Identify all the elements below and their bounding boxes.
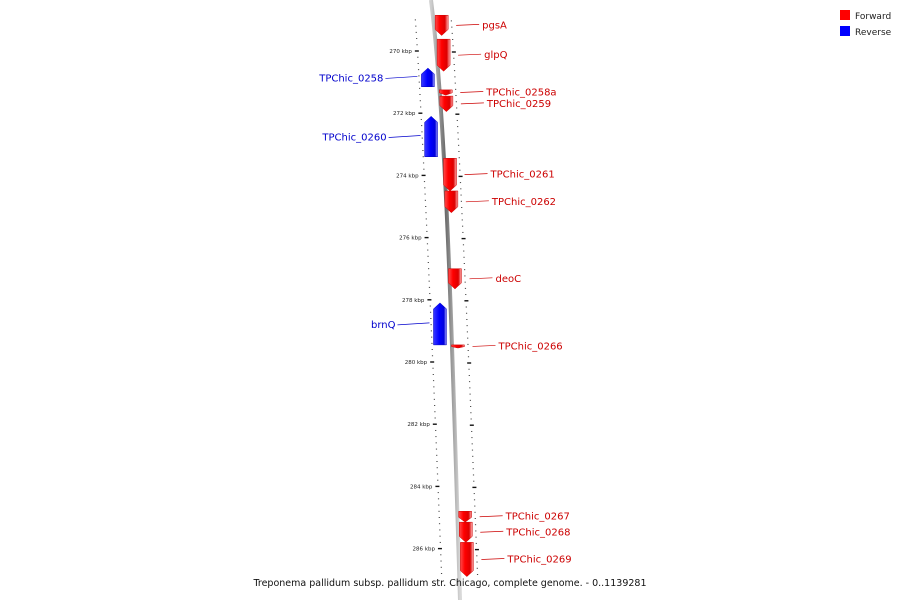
gene-TPChic_0259-arrow[interactable]	[439, 95, 454, 112]
gene-deoC-arrow[interactable]	[448, 268, 462, 290]
tick-marks: 270 kbp 272 kbp 274 kbp 276 kbp 278 kbp 280 k…	[389, 19, 479, 575]
gene-TPChic_0259-label[interactable]: TPChic_0259	[486, 99, 551, 110]
tick-label: 286 kbp	[413, 547, 436, 553]
gene-TPChic_0260-arrow[interactable]	[424, 115, 438, 157]
sequence-caption: Treponema pallidum subsp. pallidum str. …	[253, 578, 647, 589]
gene-TPChic_0269-arrow[interactable]	[460, 542, 474, 577]
gene-TPChic_0267-leader	[479, 515, 503, 518]
gene-TPChic_0269-leader	[481, 558, 505, 560]
gene-TPChic_0260-leader	[388, 135, 421, 138]
gene-TPChic_0262-arrow[interactable]	[444, 190, 459, 214]
tick-label: 280 kbp	[405, 360, 428, 366]
gene-features	[421, 14, 474, 577]
legend: Forward Reverse	[840, 10, 892, 38]
gene-pgsA-arrow[interactable]	[434, 14, 449, 36]
gene-TPChic_0258a-leader	[460, 91, 484, 93]
legend-reverse-label: Reverse	[855, 28, 892, 38]
gene-glpQ-label[interactable]: glpQ	[484, 50, 507, 61]
gene-TPChic_0262-label[interactable]: TPChic_0262	[491, 197, 556, 208]
gene-brnQ-label[interactable]: brnQ	[371, 320, 396, 331]
gene-TPChic_0259-leader	[460, 102, 484, 105]
gene-deoC-leader	[469, 277, 493, 280]
gene-TPChic_0258a-label[interactable]: TPChic_0258a	[485, 88, 556, 99]
gene-TPChic_0266-leader	[472, 345, 496, 347]
gene-deoC-label[interactable]: deoC	[495, 274, 521, 285]
legend-forward-swatch	[840, 10, 850, 20]
genome-backbone	[429, 0, 462, 600]
gene-TPChic_0261-leader	[464, 173, 488, 175]
gene-TPChic_0267-arrow[interactable]	[458, 511, 472, 523]
gene-glpQ-leader	[458, 53, 482, 56]
gene-brnQ-leader	[397, 322, 430, 326]
tick-label: 282 kbp	[407, 422, 430, 428]
tick-label: 272 kbp	[393, 111, 416, 117]
gene-TPChic_0266-arrow[interactable]	[451, 344, 465, 349]
gene-TPChic_0268-arrow[interactable]	[459, 521, 473, 543]
gene-pgsA-leader	[456, 23, 480, 26]
tick-label: 274 kbp	[396, 173, 419, 179]
gene-TPChic_0262-leader	[465, 200, 489, 203]
legend-reverse-swatch	[840, 26, 850, 36]
gene-labels: pgsAglpQTPChic_0258TPChic_0258aTPChic_02…	[318, 20, 571, 565]
tick-label: 270 kbp	[389, 49, 412, 55]
legend-forward-label: Forward	[855, 12, 891, 22]
gene-TPChic_0268-leader	[480, 530, 504, 533]
gene-TPChic_0260-label[interactable]: TPChic_0260	[321, 133, 386, 144]
gene-TPChic_0258-leader	[385, 76, 418, 79]
gene-TPChic_0261-label[interactable]: TPChic_0261	[490, 170, 555, 181]
tick-label: 284 kbp	[410, 484, 433, 490]
gene-TPChic_0258-arrow[interactable]	[421, 67, 435, 88]
gene-TPChic_0258a-arrow[interactable]	[439, 89, 453, 96]
gene-TPChic_0266-label[interactable]: TPChic_0266	[497, 341, 562, 352]
gene-TPChic_0269-label[interactable]: TPChic_0269	[506, 554, 571, 565]
gene-pgsA-label[interactable]: pgsA	[482, 20, 507, 31]
gene-TPChic_0268-label[interactable]: TPChic_0268	[505, 527, 570, 538]
tick-label: 276 kbp	[399, 236, 422, 242]
gene-TPChic_0261-arrow[interactable]	[443, 158, 457, 192]
gene-TPChic_0258-label[interactable]: TPChic_0258	[318, 73, 383, 84]
tick-label: 278 kbp	[402, 298, 425, 304]
gene-glpQ-arrow[interactable]	[436, 38, 451, 72]
gene-TPChic_0267-label[interactable]: TPChic_0267	[505, 512, 570, 523]
gene-brnQ-arrow[interactable]	[433, 302, 447, 346]
